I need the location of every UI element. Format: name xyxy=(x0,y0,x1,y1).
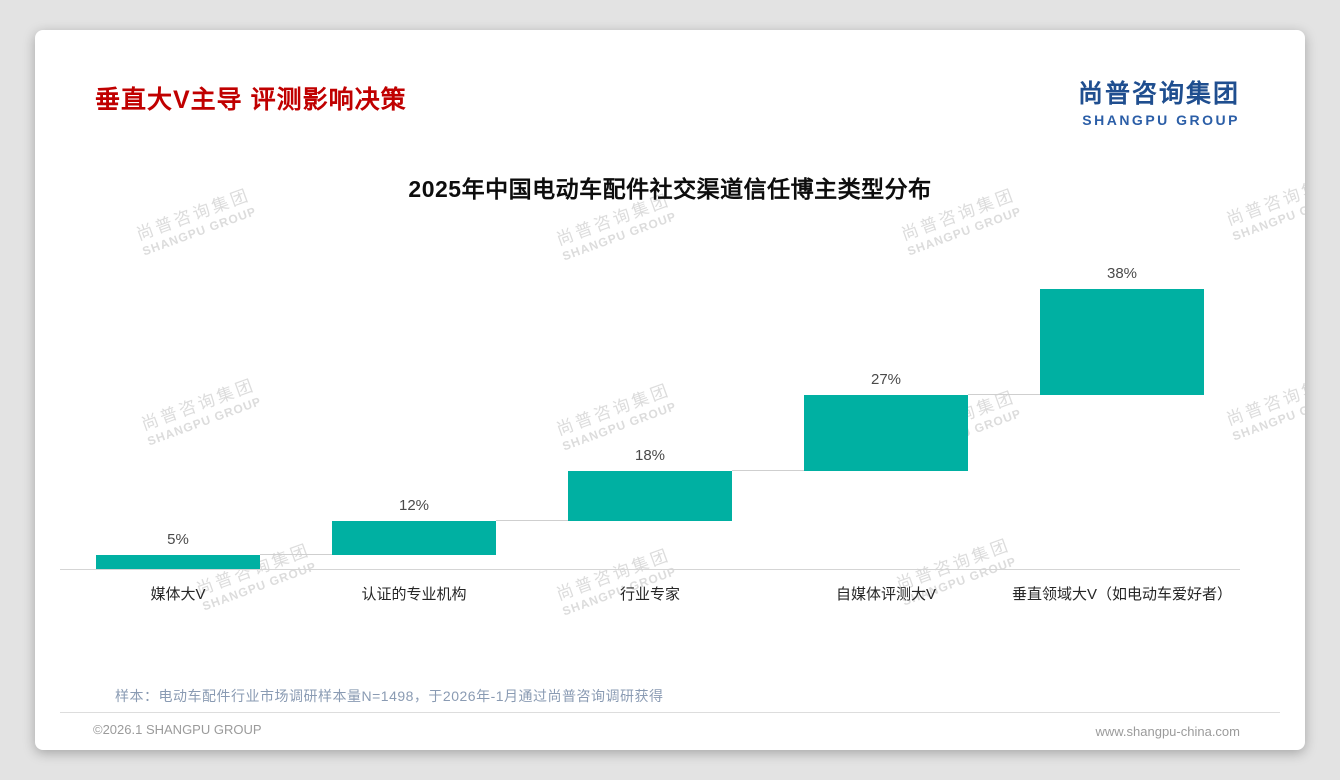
footer-divider xyxy=(60,712,1280,713)
logo-english-text: SHANGPU GROUP xyxy=(1082,112,1240,128)
connector-line xyxy=(732,470,804,471)
bar-segment xyxy=(96,555,260,569)
company-logo: 尚普咨询集团 SHANGPU GROUP xyxy=(1078,74,1240,128)
bar-segment xyxy=(804,395,968,471)
connector-line xyxy=(968,394,1040,396)
waterfall-chart: 5% 媒体大V 12% 认证的专业机构 18% 行业专家 27% 自媒体评测大V 38% 垂直领域… xyxy=(60,265,1240,603)
bar-value-label: 38% xyxy=(1106,265,1138,282)
bar-segment xyxy=(332,521,496,555)
bar-segment xyxy=(568,471,732,522)
connector-line xyxy=(496,520,568,522)
sample-note: 样本：电动车配件行业市场调研样本量N=1498，于2026年-1月通过尚普咨询调… xyxy=(115,688,664,704)
category-label: 自媒体评测大V xyxy=(835,586,936,603)
logo-chinese-text: 尚普咨询集团 xyxy=(1077,80,1240,108)
category-label: 认证的专业机构 xyxy=(361,586,467,603)
watermark-en: SHANGPU GROUP xyxy=(140,204,259,259)
watermark-en: SHANGPU GROUP xyxy=(1230,389,1305,444)
bar-value-label: 12% xyxy=(398,497,430,515)
watermark-en: SHANGPU GROUP xyxy=(905,204,1024,259)
bar-segment xyxy=(1040,289,1204,396)
copyright-text: ©2026.1 SHANGPU GROUP xyxy=(93,722,262,737)
category-label: 行业专家 xyxy=(619,586,680,603)
category-label: 垂直领域大V（如电动车爱好者） xyxy=(1011,586,1232,603)
bar-value-label: 27% xyxy=(870,371,902,389)
page-title: 垂直大V主导 评测影响决策 xyxy=(95,86,407,114)
bar-value-label: 18% xyxy=(634,447,666,464)
category-label: 媒体大V xyxy=(150,586,206,603)
connector-line xyxy=(260,554,332,555)
website-text: www.shangpu-china.com xyxy=(1095,724,1240,739)
watermark-en: SHANGPU GROUP xyxy=(560,209,679,264)
slide-card: 尚普咨询集团 SHANGPU GROUP 尚普咨询集团 SHANGPU GROUP 尚普… xyxy=(35,30,1305,750)
chart-title: 2025年中国电动车配件社交渠道信任博主类型分布 xyxy=(408,176,932,202)
bar-value-label: 5% xyxy=(167,531,189,548)
